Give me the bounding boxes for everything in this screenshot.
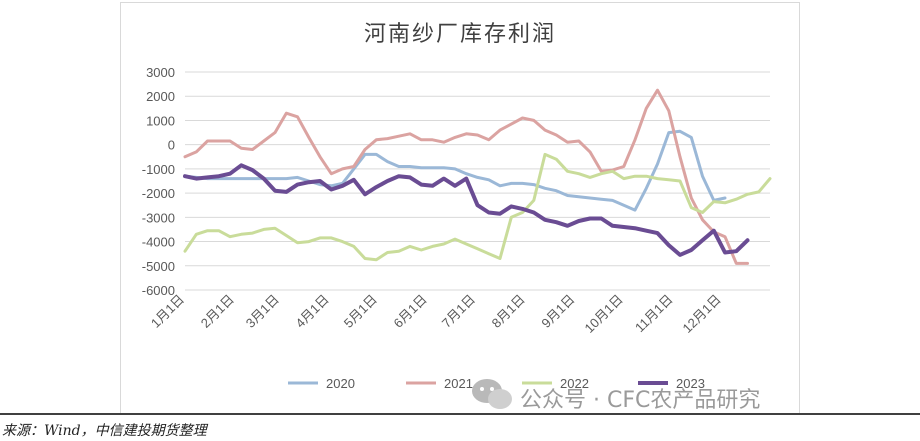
watermark-text: 公众号 · CFC农产品研究 [520,388,761,413]
y-tick-label: 3000 [146,65,175,80]
x-tick-label: 11月1日 [632,292,676,336]
x-tick-label: 4月1日 [293,292,332,331]
y-tick-label: -4000 [142,235,175,250]
x-tick-label: 2月1日 [198,292,237,331]
y-tick-label: -2000 [142,186,175,201]
x-tick-label: 9月1日 [538,292,577,331]
legend-label: 2023 [676,376,705,391]
x-tick-label: 5月1日 [341,292,380,331]
y-axis-ticks: 3000 2000 1000 0 -1000 -2000 -3000 -4000 -5000 -6… [142,65,175,298]
x-axis-ticks: 1月1日 2月1日 3月1日 4月1日 5月1日 6月1日 7月1日 8月1日 9月1日 10月1… [148,292,724,336]
series-line-2021 [183,88,749,265]
legend: 2020 2021 2022 2023 [288,376,705,391]
source-note: 来源：Wind，中信建投期货整理 [2,423,207,439]
x-tick-label: 6月1日 [391,292,430,331]
x-tick-label: 12月1日 [680,292,724,336]
grid-lines [185,71,770,291]
x-tick-label: 7月1日 [439,292,478,331]
y-tick-label: -6000 [142,283,175,298]
chart-title: 河南纱厂库存利润 [363,22,556,47]
y-tick-label: 0 [168,138,175,153]
x-tick-label: 3月1日 [243,292,282,331]
legend-label: 2021 [444,376,473,391]
legend-label: 2020 [326,376,355,391]
y-tick-label: -5000 [142,259,175,274]
series-line-2022 [183,152,772,262]
y-tick-label: -1000 [142,162,175,177]
legend-label: 2022 [560,376,589,391]
y-tick-label: 2000 [146,89,175,104]
y-tick-label: 1000 [146,113,175,128]
y-tick-label: -3000 [142,210,175,225]
source-divider [0,413,920,415]
series-line-2020 [183,129,727,212]
x-tick-label: 10月1日 [582,292,626,336]
wechat-icon [472,379,512,409]
series-line-2023 [183,163,750,257]
x-tick-label: 8月1日 [489,292,528,331]
series-lines [183,88,772,265]
